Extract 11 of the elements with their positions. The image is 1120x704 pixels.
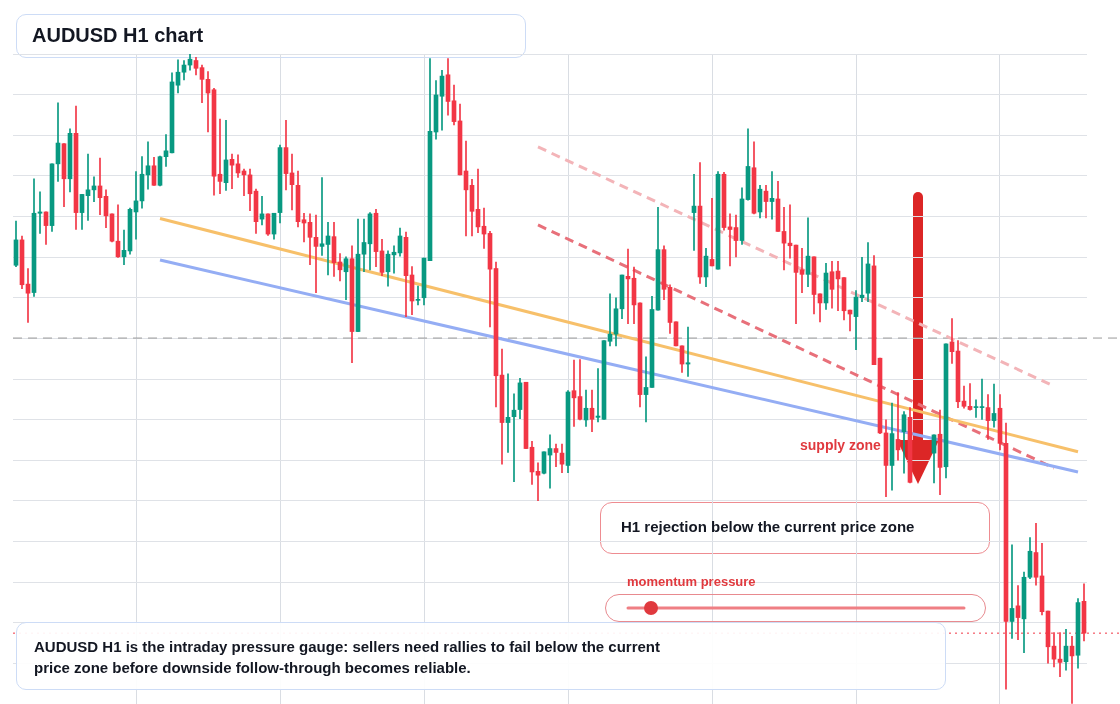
annotation: supply zone — [800, 437, 881, 453]
candlestick — [979, 378, 985, 420]
candlestick — [973, 399, 979, 418]
candlestick — [535, 462, 541, 501]
candlestick — [799, 248, 805, 293]
annotation: momentum pressure — [627, 574, 756, 589]
annotation: AUDUSD H1 is the intraday pressure gauge: sellers need rallies to fail below the current price zone before downside follow-through becomes reliable. — [34, 637, 661, 678]
candlestick — [361, 218, 367, 273]
candlestick — [319, 177, 325, 256]
candlestick — [553, 443, 559, 468]
candlestick — [415, 285, 421, 306]
